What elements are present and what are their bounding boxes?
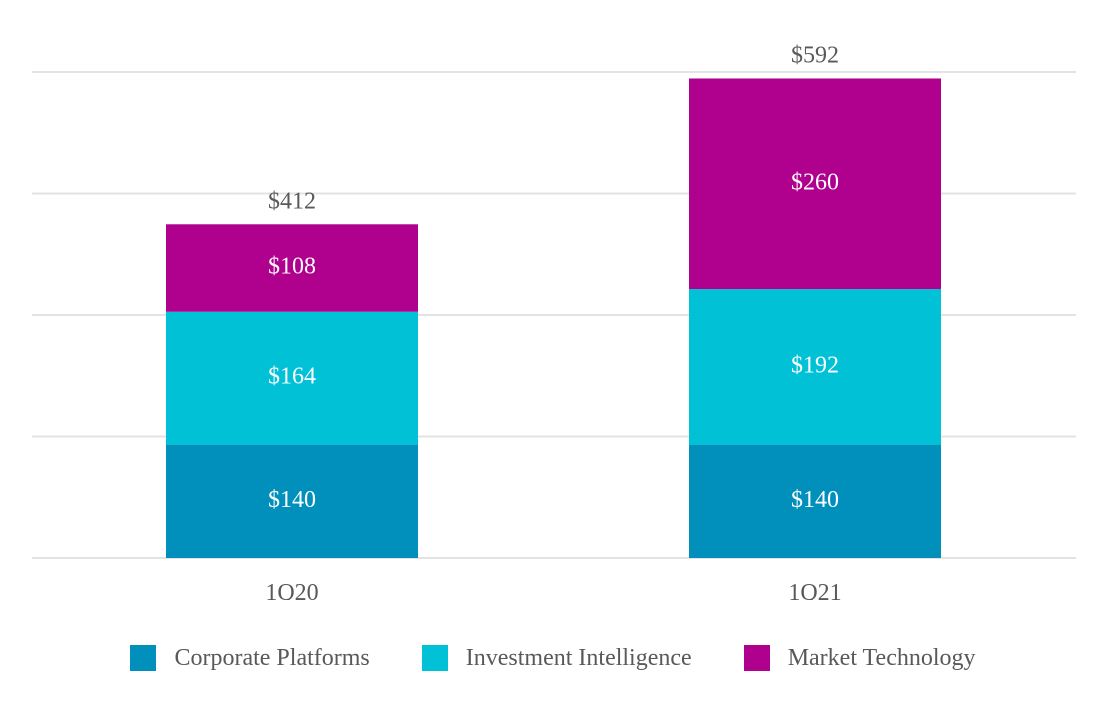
stacked-bar-chart: $140 $164 $108 $412 1Q20 $140 $192 $260 $592 1Q21: [32, 42, 1076, 600]
total-label: $412: [268, 188, 316, 214]
bar-segment-investment-intelligence: [166, 311, 418, 445]
legend-item-investment-intelligence: Investment Intelligence: [421, 644, 692, 672]
legend-item-market-technology: Market Technology: [743, 644, 976, 672]
legend-label-corporate-platforms: Corporate Platforms: [174, 644, 370, 671]
legend-label-market-technology: Market Technology: [787, 644, 976, 671]
legend-swatch-investment-intelligence: [421, 645, 448, 671]
bar-segment-investment-intelligence: [689, 289, 941, 445]
data-label-corporate-platforms: $140: [268, 487, 316, 513]
x-tick-label: 1Q21: [788, 580, 841, 600]
data-label-investment-intelligence: $192: [791, 352, 839, 378]
data-label-market-technology: $108: [268, 254, 316, 280]
bar-segment-market-technology: [166, 224, 418, 312]
data-label-corporate-platforms: $140: [791, 487, 839, 513]
total-label: $592: [791, 42, 839, 68]
legend-label-investment-intelligence: Investment Intelligence: [465, 644, 692, 671]
bar-segment-corporate-platforms: [689, 444, 941, 558]
bar-segment-corporate-platforms: [166, 444, 418, 558]
data-label-investment-intelligence: $164: [268, 364, 316, 390]
x-tick-label: 1Q20: [265, 580, 318, 600]
legend-item-corporate-platforms: Corporate Platforms: [130, 644, 370, 672]
legend: Corporate Platforms Investment Intellige…: [0, 636, 1106, 680]
legend-swatch-corporate-platforms: [130, 645, 157, 671]
legend-swatch-market-technology: [743, 645, 770, 671]
data-label-market-technology: $260: [791, 169, 839, 195]
bar-segment-market-technology: [689, 78, 941, 290]
